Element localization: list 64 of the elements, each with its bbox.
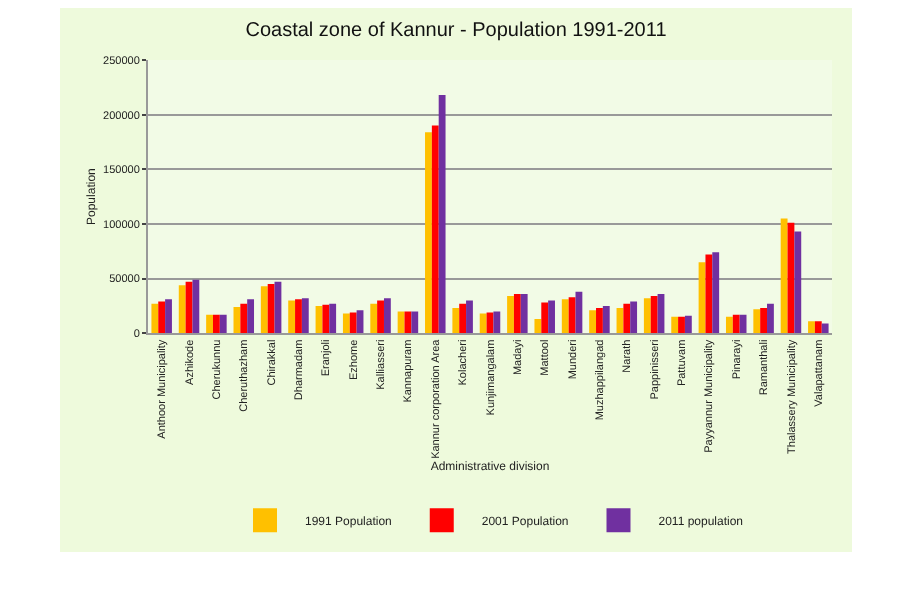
bar <box>479 313 487 334</box>
bar <box>425 132 432 334</box>
bar <box>301 298 309 334</box>
bar <box>438 94 446 334</box>
bar <box>466 300 473 334</box>
bar <box>814 321 822 334</box>
bar <box>260 286 268 334</box>
bar <box>206 314 213 334</box>
bar <box>541 302 549 334</box>
bar <box>596 308 603 334</box>
bar <box>459 303 467 334</box>
bar <box>780 218 788 334</box>
bar <box>739 314 747 334</box>
bar <box>794 231 802 334</box>
bar <box>288 300 296 334</box>
bar <box>192 279 200 334</box>
bar <box>383 298 391 334</box>
bar <box>178 285 186 334</box>
bar <box>732 314 740 334</box>
bar <box>397 311 405 334</box>
bar <box>240 303 248 334</box>
bar <box>760 308 768 334</box>
bar <box>342 313 350 334</box>
bar <box>411 311 419 334</box>
bar <box>753 309 761 334</box>
bar <box>329 303 337 334</box>
bar <box>431 125 439 334</box>
bar <box>705 254 713 334</box>
bar <box>568 297 576 334</box>
bar <box>623 303 631 334</box>
bar <box>295 299 302 334</box>
bar <box>725 316 733 334</box>
bar <box>452 308 460 334</box>
bar <box>151 303 159 334</box>
bar <box>630 301 638 334</box>
bar <box>322 304 330 334</box>
chart-title: Coastal zone of Kannur - Population 1991-2011 <box>245 19 668 42</box>
bar <box>349 312 357 334</box>
bar <box>767 303 774 334</box>
bar <box>684 315 692 334</box>
bar <box>165 299 172 334</box>
bar <box>513 293 521 334</box>
bar <box>821 323 829 334</box>
bar <box>561 299 569 334</box>
bar <box>589 310 597 334</box>
bar <box>602 305 610 334</box>
bar <box>212 314 220 334</box>
bar <box>712 252 720 334</box>
bar <box>548 300 555 334</box>
bar <box>158 301 166 334</box>
bar <box>650 296 658 334</box>
bar <box>678 316 685 334</box>
bar <box>520 293 528 334</box>
bar <box>643 298 651 334</box>
bar <box>507 296 514 334</box>
bar <box>493 311 501 334</box>
bar <box>671 316 679 334</box>
bar <box>247 299 255 334</box>
bar <box>808 321 815 334</box>
bar <box>534 319 542 334</box>
bar <box>377 300 384 334</box>
bar <box>219 314 227 334</box>
bar <box>370 303 378 334</box>
bar <box>267 284 275 334</box>
